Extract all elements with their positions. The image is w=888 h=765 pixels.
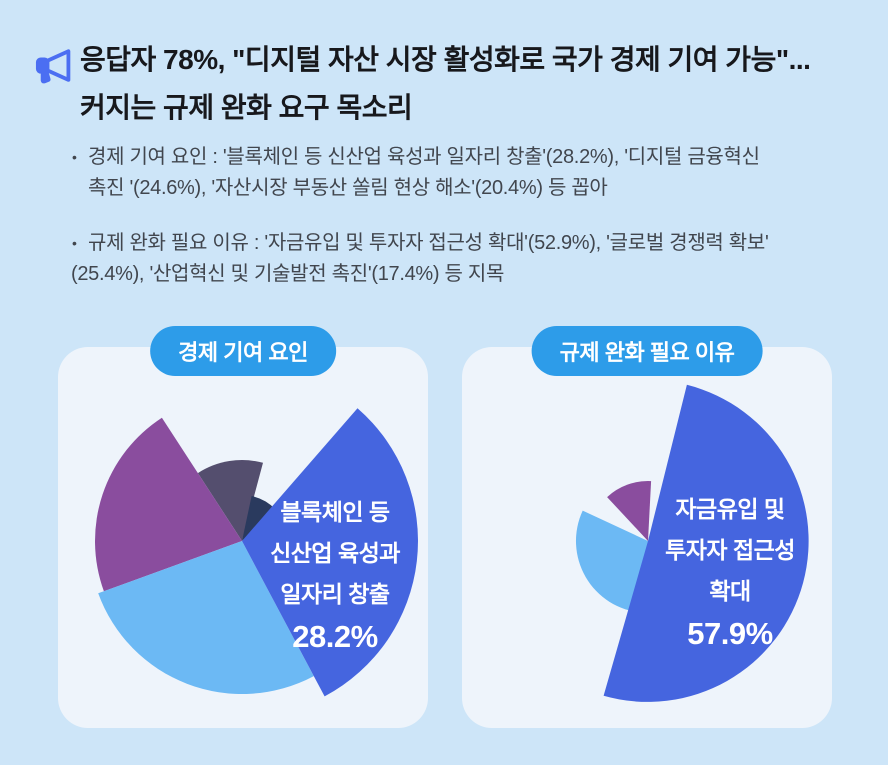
pie-label-line: 자금유입 및 (675, 496, 785, 522)
bullet2-line2: (25.4%), '산업혁신 및 기술발전 촉진'(17.4%) 등 지목 (71, 263, 505, 285)
pie-label-deregulation: 자금유입 및 투자자 접근성 확대 57.9% (665, 489, 795, 656)
card-deregulation-reason: 규제 완화 필요 이유 자금유입 및 투자자 접근성 확대 57.9% (462, 326, 832, 728)
header: 응답자 78%, "디지털 자산 시장 활성화로 국가 경제 기여 가능"...… (33, 36, 863, 132)
pie-label-line: 확대 (709, 578, 751, 604)
megaphone-icon (35, 49, 71, 84)
badge-economic-contribution: 경제 기여 요인 (150, 326, 336, 376)
summary-bullets: • 경제 기여 요인 : '블록체인 등 신산업 육성과 일자리 창출'(28.… (60, 142, 860, 314)
bullet-marker: • (72, 235, 77, 251)
pie-label-percent: 28.2% (292, 619, 378, 654)
pie-label-economic: 블록체인 등 신산업 육성과 일자리 창출 28.2% (270, 492, 400, 659)
bullet-marker: • (72, 149, 77, 165)
pie-slice (607, 481, 652, 541)
pie-slice (242, 408, 418, 697)
pie-slice (603, 384, 809, 702)
pie-label-line: 블록체인 등 (280, 499, 390, 525)
pie-chart-economic-contribution (95, 408, 418, 697)
pie-slice (98, 541, 314, 695)
pie-label-line: 일자리 창출 (280, 581, 390, 607)
pie-label-line: 투자자 접근성 (665, 537, 795, 563)
badge-deregulation-reason: 규제 완화 필요 이유 (531, 326, 763, 376)
pie-chart-deregulation-reason (575, 384, 809, 702)
bullet1-line2: 촉진 '(24.6%), '자산시장 부동산 쏠림 현상 해소'(20.4%) … (88, 177, 608, 199)
bullet2-line1: 규제 완화 필요 이유 : '자금유입 및 투자자 접근성 확대'(52.9%)… (88, 232, 769, 254)
card-economic-contribution: 경제 기여 요인 블록체인 등 신산업 육성과 일자리 창출 28.2% (58, 326, 428, 728)
pie-label-percent: 57.9% (687, 616, 773, 651)
title-line-2: 커지는 규제 완화 요구 목소리 (80, 92, 413, 123)
bullet-economic-contribution: • 경제 기여 요인 : '블록체인 등 신산업 육성과 일자리 창출'(28.… (60, 142, 860, 204)
bullet1-line1: 경제 기여 요인 : '블록체인 등 신산업 육성과 일자리 창출'(28.2%… (88, 146, 760, 168)
pie-slice (575, 510, 648, 613)
pie-slice (95, 417, 242, 592)
pie-slice (242, 496, 276, 541)
title-line-1: 응답자 78%, "디지털 자산 시장 활성화로 국가 경제 기여 가능"... (80, 44, 811, 75)
pie-label-line: 신산업 육성과 (270, 540, 400, 566)
bullet-deregulation-reason: • 규제 완화 필요 이유 : '자금유입 및 투자자 접근성 확대'(52.9… (60, 228, 860, 290)
page-title: 응답자 78%, "디지털 자산 시장 활성화로 국가 경제 기여 가능"...… (80, 36, 863, 132)
